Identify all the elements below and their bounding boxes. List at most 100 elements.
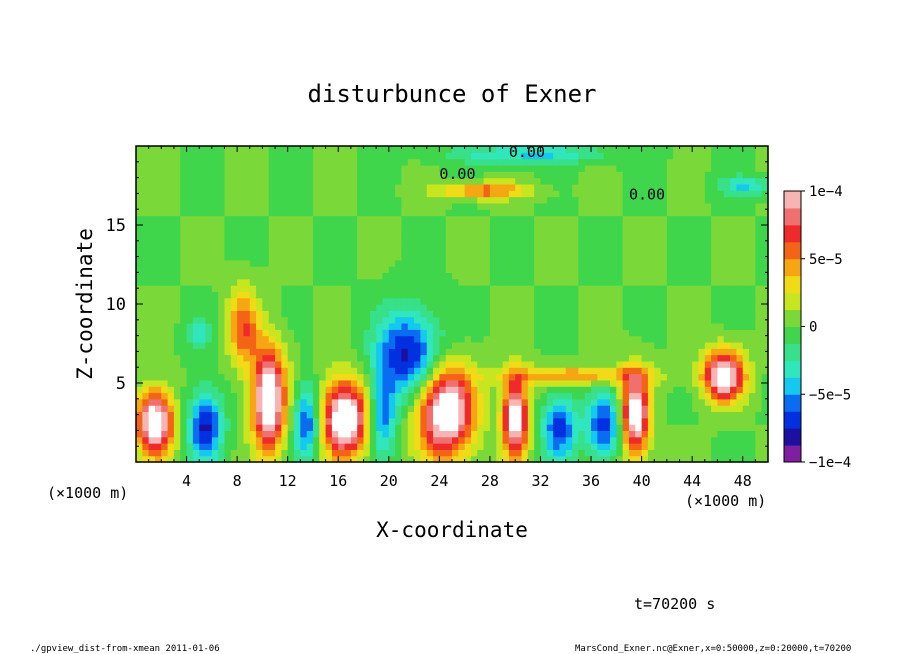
heatmap-cell	[673, 278, 681, 286]
heatmap-cell	[521, 348, 529, 356]
heatmap-cell	[382, 392, 390, 400]
heatmap-cell	[211, 348, 219, 356]
heatmap-cell	[401, 259, 409, 267]
heatmap-cell	[641, 398, 649, 406]
heatmap-cell	[306, 386, 314, 394]
heatmap-cell	[603, 196, 611, 204]
heatmap-cell	[319, 322, 327, 330]
heatmap-cell	[275, 398, 282, 406]
heatmap-cell	[673, 373, 681, 381]
heatmap-cell	[363, 221, 371, 229]
heatmap-cell	[268, 266, 276, 273]
heatmap-cell	[426, 158, 434, 166]
heatmap-cell	[142, 221, 150, 229]
heatmap-cell	[414, 190, 421, 198]
heatmap-cell	[578, 335, 586, 343]
heatmap-cell	[736, 386, 744, 394]
heatmap-cell	[325, 234, 333, 242]
heatmap-cell	[281, 335, 289, 343]
heatmap-cell	[205, 329, 213, 337]
heatmap-cell	[268, 202, 276, 210]
heatmap-cell	[540, 285, 548, 292]
heatmap-cell	[275, 348, 282, 356]
heatmap-cell	[192, 405, 200, 413]
heatmap-cell	[142, 253, 150, 261]
heatmap-cell	[540, 455, 548, 463]
heatmap-cell	[344, 304, 352, 311]
heatmap-cell	[572, 272, 579, 280]
heatmap-cell	[249, 310, 257, 318]
heatmap-cell	[464, 253, 472, 261]
heatmap-cell	[300, 424, 308, 431]
heatmap-cell	[294, 316, 301, 324]
heatmap-cell	[565, 247, 573, 255]
heatmap-cell	[717, 449, 725, 457]
heatmap-cell	[369, 146, 377, 153]
heatmap-cell	[306, 367, 314, 375]
heatmap-cell	[692, 158, 700, 166]
heatmap-cell	[477, 152, 485, 160]
heatmap-cell	[218, 297, 226, 305]
heatmap-cell	[559, 424, 567, 431]
heatmap-cell	[692, 436, 700, 444]
heatmap-cell	[515, 405, 523, 413]
heatmap-cell	[723, 335, 731, 343]
heatmap-cell	[186, 209, 194, 217]
heatmap-cell	[192, 202, 200, 210]
heatmap-cell	[723, 259, 731, 267]
heatmap-cell	[199, 183, 207, 191]
heatmap-cell	[426, 322, 434, 330]
heatmap-cell	[325, 247, 333, 255]
heatmap-cell	[679, 158, 687, 166]
heatmap-cell	[660, 367, 668, 375]
heatmap-cell	[312, 291, 320, 299]
heatmap-cell	[654, 190, 662, 198]
heatmap-cell	[319, 291, 327, 299]
heatmap-cell	[363, 177, 371, 185]
heatmap-cell	[382, 190, 390, 198]
heatmap-cell	[401, 405, 409, 413]
heatmap-cell	[414, 417, 421, 425]
heatmap-cell	[692, 386, 700, 394]
heatmap-cell	[136, 164, 143, 172]
heatmap-cell	[660, 221, 668, 229]
heatmap-cell	[458, 316, 466, 324]
heatmap-cell	[148, 272, 156, 280]
heatmap-cell	[319, 449, 327, 457]
heatmap-cell	[180, 228, 188, 236]
heatmap-cell	[136, 196, 143, 204]
heatmap-cell	[508, 164, 516, 172]
heatmap-cell	[458, 171, 466, 179]
heatmap-cell	[414, 310, 421, 318]
heatmap-cell	[192, 417, 200, 425]
heatmap-cell	[325, 228, 333, 236]
heatmap-cell	[698, 272, 706, 280]
heatmap-cell	[154, 183, 162, 191]
heatmap-cell	[249, 158, 257, 166]
heatmap-cell	[199, 190, 207, 198]
heatmap-cell	[666, 247, 674, 255]
heatmap-cell	[489, 171, 497, 179]
heatmap-cell	[635, 171, 643, 179]
heatmap-cell	[742, 360, 750, 368]
heatmap-cell	[154, 335, 162, 343]
heatmap-cell	[224, 354, 232, 362]
heatmap-cell	[142, 367, 150, 375]
heatmap-cell	[205, 146, 213, 153]
heatmap-cell	[192, 171, 200, 179]
heatmap-cell	[243, 247, 251, 255]
heatmap-cell	[142, 234, 150, 242]
heatmap-cell	[704, 272, 712, 280]
heatmap-cell	[230, 183, 238, 191]
heatmap-cell	[508, 430, 516, 438]
heatmap-cell	[458, 266, 466, 273]
heatmap-cell	[508, 177, 516, 185]
heatmap-cell	[483, 221, 491, 229]
heatmap-cell	[679, 253, 687, 261]
heatmap-cell	[445, 373, 453, 381]
heatmap-cell	[477, 253, 485, 261]
heatmap-cell	[647, 215, 655, 223]
heatmap-cell	[483, 190, 491, 198]
heatmap-cell	[186, 272, 194, 280]
heatmap-cell	[306, 379, 314, 387]
